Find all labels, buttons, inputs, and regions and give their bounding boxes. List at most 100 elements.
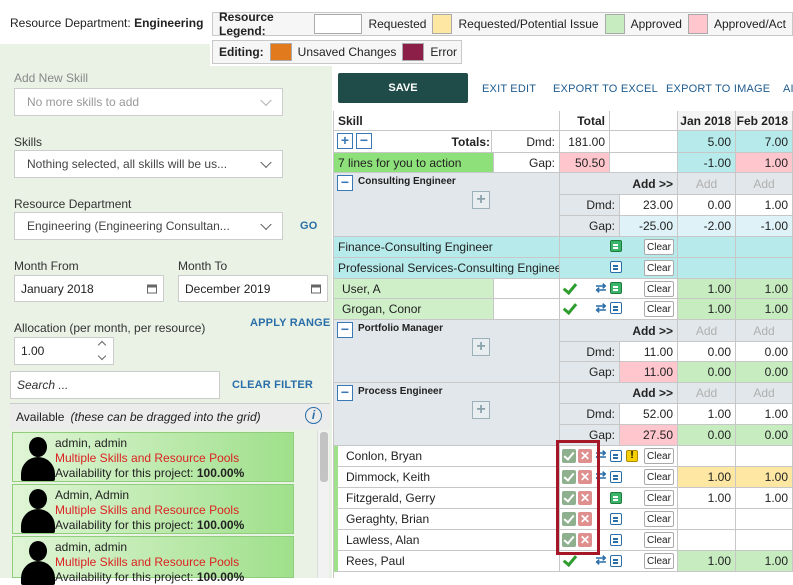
- empty-cell[interactable]: [678, 237, 736, 258]
- approve-icon[interactable]: [562, 470, 576, 484]
- alloc-cell[interactable]: 1.00: [678, 551, 736, 572]
- empty-cell[interactable]: [678, 530, 736, 551]
- reject-icon[interactable]: ✕: [578, 533, 592, 547]
- col-header-total[interactable]: Total: [560, 111, 610, 131]
- reject-icon[interactable]: ✕: [578, 470, 592, 484]
- save-button[interactable]: SAVE: [338, 73, 468, 103]
- empty-cell[interactable]: [736, 258, 793, 279]
- clear-button[interactable]: Clear: [644, 301, 674, 317]
- add-button[interactable]: Add >>: [560, 173, 678, 195]
- empty-cell[interactable]: [678, 509, 736, 530]
- empty-cell[interactable]: [678, 446, 736, 467]
- month-to-input[interactable]: December 2019: [178, 275, 328, 302]
- notes-icon[interactable]: [610, 282, 622, 294]
- clear-filter-button[interactable]: CLEAR FILTER: [232, 379, 314, 391]
- skills-select[interactable]: Nothing selected, all skills will be us.…: [14, 150, 283, 178]
- export-excel-button[interactable]: EXPORT TO EXCEL: [553, 83, 658, 95]
- clear-button[interactable]: Clear: [644, 511, 674, 527]
- resource-card[interactable]: admin, admin Multiple Skills and Resourc…: [12, 536, 294, 585]
- add-skill-select[interactable]: No more skills to add: [14, 88, 283, 116]
- collapse-group-icon[interactable]: −: [337, 385, 353, 401]
- sync-icon[interactable]: ⇄: [595, 468, 607, 483]
- calendar-icon[interactable]: [311, 284, 321, 293]
- row-finance-consulting[interactable]: Finance-Consulting Engineer: [334, 237, 560, 258]
- notes-icon[interactable]: [610, 555, 622, 567]
- clear-button[interactable]: Clear: [644, 281, 674, 297]
- alloc-cell[interactable]: 1.00: [736, 279, 793, 299]
- empty-cell[interactable]: [678, 258, 736, 279]
- alloc-cell[interactable]: 1.00: [678, 279, 736, 299]
- approve-icon[interactable]: [562, 449, 576, 463]
- collapse-all-icon[interactable]: −: [356, 133, 372, 149]
- notes-icon[interactable]: [610, 492, 622, 504]
- notes-icon[interactable]: [610, 302, 622, 314]
- apply-range-button[interactable]: APPLY RANGE: [250, 317, 331, 329]
- notes-icon[interactable]: [610, 261, 622, 273]
- reject-icon[interactable]: ✕: [578, 512, 592, 526]
- more-toolbar-button[interactable]: AI: [783, 83, 793, 95]
- sync-icon[interactable]: ⇄: [595, 300, 607, 315]
- add-row-icon[interactable]: +: [472, 401, 490, 419]
- notes-icon[interactable]: [610, 534, 622, 546]
- approve-icon[interactable]: [562, 533, 576, 547]
- alloc-cell[interactable]: 1.00: [678, 467, 736, 488]
- month-from-input[interactable]: January 2018: [14, 275, 164, 302]
- row-prof-services-consulting[interactable]: Professional Services-Consulting Enginee…: [334, 258, 560, 279]
- calendar-icon[interactable]: [147, 284, 157, 293]
- clear-button[interactable]: Clear: [644, 260, 674, 276]
- col-header-skill[interactable]: Skill: [334, 111, 560, 131]
- notes-icon[interactable]: [610, 471, 622, 483]
- alloc-cell[interactable]: 1.00: [736, 488, 793, 509]
- notes-icon[interactable]: [610, 240, 622, 252]
- check-icon[interactable]: [562, 301, 576, 315]
- warning-icon[interactable]: !: [626, 450, 638, 462]
- row-resource[interactable]: Conlon, Bryan: [334, 446, 560, 467]
- empty-cell[interactable]: [736, 237, 793, 258]
- chevron-up-icon[interactable]: [97, 340, 107, 350]
- alloc-cell[interactable]: 1.00: [736, 551, 793, 572]
- row-resource[interactable]: Rees, Paul: [334, 551, 560, 572]
- empty-cell[interactable]: [736, 446, 793, 467]
- reject-icon[interactable]: ✕: [578, 491, 592, 505]
- check-icon[interactable]: [562, 553, 576, 567]
- clear-button[interactable]: Clear: [644, 448, 674, 464]
- collapse-group-icon[interactable]: −: [337, 322, 353, 338]
- allocation-stepper[interactable]: 1.00: [14, 337, 114, 365]
- reject-icon[interactable]: ✕: [578, 449, 592, 463]
- clear-button[interactable]: Clear: [644, 490, 674, 506]
- sync-icon[interactable]: ⇄: [595, 447, 607, 462]
- add-row-icon[interactable]: +: [472, 338, 490, 356]
- add-button[interactable]: Add >>: [560, 320, 678, 342]
- clear-button[interactable]: Clear: [644, 469, 674, 485]
- collapse-group-icon[interactable]: −: [337, 175, 353, 191]
- alloc-cell[interactable]: 1.00: [736, 467, 793, 488]
- clear-button[interactable]: Clear: [644, 239, 674, 255]
- row-resource[interactable]: Lawless, Alan: [334, 530, 560, 551]
- exit-edit-button[interactable]: EXIT EDIT: [482, 83, 537, 95]
- col-header-jan[interactable]: Jan 2018: [678, 111, 736, 131]
- row-resource[interactable]: Grogan, Conor: [334, 299, 494, 320]
- export-image-button[interactable]: EXPORT TO IMAGE: [666, 83, 771, 95]
- row-resource[interactable]: Geraghty, Brian: [334, 509, 560, 530]
- resource-card[interactable]: Admin, Admin Multiple Skills and Resourc…: [12, 484, 294, 534]
- add-button[interactable]: Add >>: [560, 383, 678, 404]
- row-resource[interactable]: User, A: [334, 279, 494, 299]
- approve-icon[interactable]: [562, 491, 576, 505]
- row-resource[interactable]: Dimmock, Keith: [334, 467, 560, 488]
- sync-icon[interactable]: ⇄: [595, 280, 607, 295]
- notes-icon[interactable]: [610, 450, 622, 462]
- col-header-feb[interactable]: Feb 2018: [736, 111, 793, 131]
- check-icon[interactable]: [562, 281, 576, 295]
- clear-button[interactable]: Clear: [644, 553, 674, 569]
- search-input[interactable]: Search ...: [10, 371, 220, 399]
- resource-card[interactable]: admin, admin Multiple Skills and Resourc…: [12, 432, 294, 482]
- scrollbar-thumb[interactable]: [320, 432, 328, 482]
- resource-dept-select[interactable]: Engineering (Engineering Consultan...: [14, 212, 283, 240]
- expand-all-icon[interactable]: +: [337, 133, 353, 149]
- empty-cell[interactable]: [736, 530, 793, 551]
- empty-cell[interactable]: [736, 509, 793, 530]
- alloc-cell[interactable]: 1.00: [678, 488, 736, 509]
- notes-icon[interactable]: [610, 513, 622, 525]
- go-button[interactable]: GO: [300, 220, 318, 232]
- row-resource[interactable]: Fitzgerald, Gerry: [334, 488, 560, 509]
